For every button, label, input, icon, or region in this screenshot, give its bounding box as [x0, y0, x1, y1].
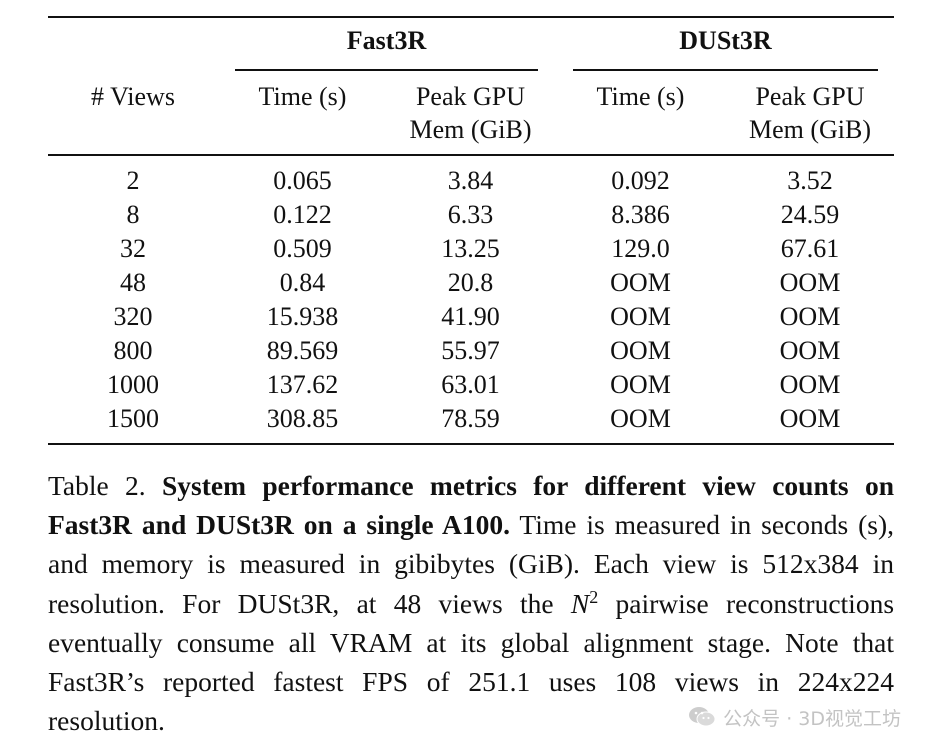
cell-fast3r-mem: 13.25 — [388, 232, 553, 266]
watermark-text: 公众号 · 3D视觉工坊 — [723, 704, 901, 731]
cell-views: 1500 — [48, 402, 218, 436]
watermark: 公众号 · 3D视觉工坊 — [687, 702, 901, 732]
cell-dust3r-time: OOM — [573, 300, 708, 334]
cell-views: 8 — [48, 198, 218, 232]
cell-dust3r-mem: 67.61 — [726, 232, 894, 266]
column-header-fast3r-mem-line2: Mem (GiB) — [388, 113, 553, 146]
column-header-views-text: # Views — [48, 80, 218, 113]
cell-fast3r-time: 15.938 — [235, 300, 370, 334]
cell-dust3r-time: 8.386 — [573, 198, 708, 232]
cell-fast3r-mem: 20.8 — [388, 266, 553, 300]
dust3r-group-rule — [573, 69, 878, 71]
caption-math-n: N — [571, 588, 589, 619]
column-header-fast3r-mem: Peak GPU Mem (GiB) — [388, 80, 553, 146]
cell-dust3r-mem: OOM — [726, 368, 894, 402]
cell-fast3r-mem: 3.84 — [388, 164, 553, 198]
table-row: 800 89.569 55.97 OOM OOM — [48, 334, 894, 368]
top-rule — [48, 16, 894, 18]
cell-dust3r-time: OOM — [573, 334, 708, 368]
table-row: 48 0.84 20.8 OOM OOM — [48, 266, 894, 300]
bottom-rule — [48, 443, 894, 445]
group-header-dust3r: DUSt3R — [573, 26, 878, 56]
wechat-icon — [687, 704, 717, 730]
table-body: 2 0.065 3.84 0.092 3.52 8 0.122 6.33 8.3… — [48, 164, 894, 436]
cell-fast3r-time: 89.569 — [235, 334, 370, 368]
cell-dust3r-time: OOM — [573, 368, 708, 402]
cell-fast3r-time: 308.85 — [235, 402, 370, 436]
cell-dust3r-time: 0.092 — [573, 164, 708, 198]
cell-dust3r-time: OOM — [573, 266, 708, 300]
table-row: 1000 137.62 63.01 OOM OOM — [48, 368, 894, 402]
table-row: 2 0.065 3.84 0.092 3.52 — [48, 164, 894, 198]
cell-views: 800 — [48, 334, 218, 368]
cell-views: 2 — [48, 164, 218, 198]
cell-fast3r-mem: 78.59 — [388, 402, 553, 436]
cell-dust3r-time: OOM — [573, 402, 708, 436]
column-header-fast3r-time-text: Time (s) — [235, 80, 370, 113]
column-header-fast3r-mem-line1: Peak GPU — [388, 80, 553, 113]
column-header-fast3r-time: Time (s) — [235, 80, 370, 113]
cell-fast3r-time: 0.509 — [235, 232, 370, 266]
cell-views: 1000 — [48, 368, 218, 402]
table-row: 32 0.509 13.25 129.0 67.61 — [48, 232, 894, 266]
fast3r-group-rule — [235, 69, 538, 71]
cell-fast3r-mem: 63.01 — [388, 368, 553, 402]
cell-fast3r-mem: 41.90 — [388, 300, 553, 334]
table-row: 1500 308.85 78.59 OOM OOM — [48, 402, 894, 436]
caption-label: Table 2. — [48, 470, 146, 501]
cell-views: 48 — [48, 266, 218, 300]
table-caption: Table 2. System performance metrics for … — [48, 466, 894, 740]
cell-views: 320 — [48, 300, 218, 334]
cell-fast3r-time: 0.122 — [235, 198, 370, 232]
caption-math-exponent: 2 — [589, 586, 598, 606]
header-rule — [48, 154, 894, 156]
cell-dust3r-mem: OOM — [726, 402, 894, 436]
column-header-dust3r-mem-line1: Peak GPU — [726, 80, 894, 113]
cell-fast3r-mem: 6.33 — [388, 198, 553, 232]
table-row: 8 0.122 6.33 8.386 24.59 — [48, 198, 894, 232]
cell-fast3r-time: 137.62 — [235, 368, 370, 402]
cell-fast3r-time: 0.84 — [235, 266, 370, 300]
column-header-dust3r-time: Time (s) — [573, 80, 708, 113]
cell-dust3r-mem: OOM — [726, 300, 894, 334]
column-header-dust3r-time-text: Time (s) — [573, 80, 708, 113]
cell-dust3r-mem: OOM — [726, 266, 894, 300]
column-header-dust3r-mem: Peak GPU Mem (GiB) — [726, 80, 894, 146]
column-header-dust3r-mem-line2: Mem (GiB) — [726, 113, 894, 146]
cell-dust3r-mem: OOM — [726, 334, 894, 368]
cell-dust3r-mem: 3.52 — [726, 164, 894, 198]
cell-dust3r-time: 129.0 — [573, 232, 708, 266]
column-header-views: # Views — [48, 80, 218, 113]
table-row: 320 15.938 41.90 OOM OOM — [48, 300, 894, 334]
cell-dust3r-mem: 24.59 — [726, 198, 894, 232]
cell-fast3r-time: 0.065 — [235, 164, 370, 198]
cell-fast3r-mem: 55.97 — [388, 334, 553, 368]
cell-views: 32 — [48, 232, 218, 266]
group-header-fast3r: Fast3R — [235, 26, 538, 56]
